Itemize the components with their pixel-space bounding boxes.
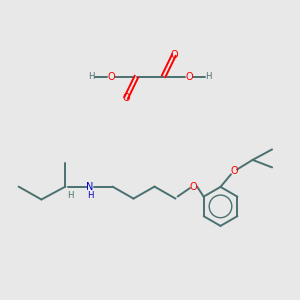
Text: H: H xyxy=(205,72,212,81)
Text: H: H xyxy=(87,190,93,200)
Text: O: O xyxy=(107,71,115,82)
Text: O: O xyxy=(122,93,130,103)
Text: O: O xyxy=(185,71,193,82)
Text: O: O xyxy=(190,182,197,192)
Text: H: H xyxy=(88,72,95,81)
Text: O: O xyxy=(230,166,238,176)
Text: N: N xyxy=(86,182,94,192)
Text: O: O xyxy=(170,50,178,60)
Text: H: H xyxy=(67,191,73,200)
